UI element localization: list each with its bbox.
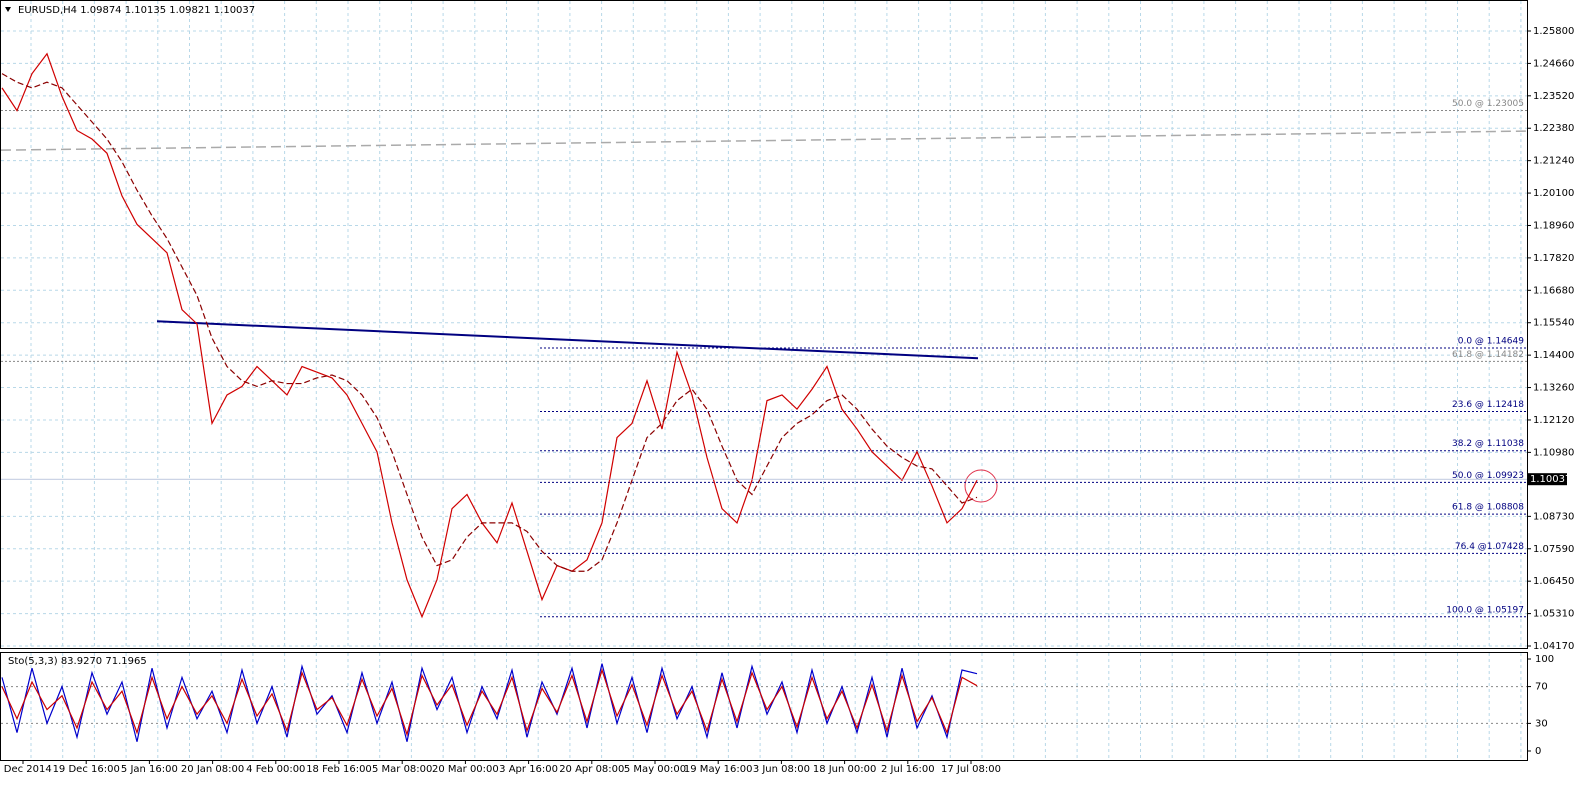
x-tick-label: 20 Jan 08:00 [181,764,244,775]
fib-label: 38.2 @ 1.11038 [1452,439,1524,449]
y-tick-label: 1.23520 [1533,91,1574,102]
fib-label: 76.4 @1.07428 [1455,542,1524,552]
series-line [1,667,978,737]
current-price-box [1527,473,1567,486]
x-tick-label: 4 Feb 00:00 [246,764,305,775]
y-tick-label: 1.18960 [1533,220,1574,231]
x-tick-label: 20 Apr 08:00 [559,764,624,775]
x-tick-label: 18 Jun 00:00 [813,764,877,775]
main-panel [0,0,1528,649]
chart-title: EURUSD,H4 1.09874 1.10135 1.09821 1.1003… [18,5,255,16]
y-tick-label: 1.14400 [1533,350,1574,361]
y-tick-label: 1.04170 [1533,641,1574,652]
y-tick-label: 1.20100 [1533,188,1574,199]
fib-label: 23.6 @ 1.12418 [1452,400,1524,410]
x-tick-label: 5 May 00:00 [624,764,686,775]
x-tick-label: 3 Jun 08:00 [753,764,810,775]
x-tick-label: 18 Feb 16:00 [306,764,372,775]
fib-label: 50.0 @ 1.23005 [1452,99,1524,109]
y-tick-label: 30 [1535,718,1548,729]
y-tick-label: 1.10980 [1533,447,1574,458]
highlight-circle [964,469,998,503]
y-tick-label: 1.12120 [1533,415,1574,426]
y-tick-label: 1.08730 [1533,511,1574,522]
x-tick-label: 17 Jul 08:00 [941,764,1001,775]
y-tick-label: 100 [1535,654,1554,665]
x-tick-label: 20 Mar 00:00 [432,764,499,775]
y-tick-label: 0 [1535,746,1541,757]
trend-line [156,320,979,360]
y-tick-label: 1.07590 [1533,544,1574,555]
x-tick-label: 19 Dec 16:00 [53,764,120,775]
x-tick-label: 5 Jan 16:00 [121,764,178,775]
y-tick-label: 1.24660 [1533,58,1574,69]
series-line [1,73,978,572]
y-tick-label: 1.17820 [1533,253,1574,264]
x-tick-label: 5 Dec 2014 [0,764,52,775]
y-tick-label: 1.22380 [1533,123,1574,134]
fib-label: 100.0 @ 1.05197 [1446,605,1524,615]
x-tick-label: 5 Mar 08:00 [372,764,432,775]
y-tick-label: 1.05310 [1533,609,1574,620]
title-arrow [5,7,11,12]
x-tick-label: 2 Jul 16:00 [881,764,935,775]
y-tick-label: 1.13260 [1533,383,1574,394]
y-tick-label: 70 [1535,682,1548,693]
y-tick-label: 1.25800 [1533,26,1574,37]
x-tick-label: 19 May 16:00 [684,764,753,775]
series-line [1,52,978,619]
x-tick-label: 3 Apr 16:00 [499,764,558,775]
fib-label: 61.8 @ 1.08808 [1452,503,1524,513]
y-tick-label: 1.15540 [1533,318,1574,329]
current-price-label: 1.10037 [1530,474,1571,485]
stoch-title: Sto(5,3,3) 83.9270 71.1965 [8,656,147,667]
fib-label: 0.0 @ 1.14649 [1458,337,1525,347]
y-tick-label: 1.21240 [1533,156,1574,167]
fib-label: 61.8 @ 1.14182 [1452,350,1524,360]
y-tick-label: 1.16680 [1533,285,1574,296]
fib-label: 50.0 @ 1.09923 [1452,471,1524,481]
y-tick-label: 1.06450 [1533,576,1574,587]
